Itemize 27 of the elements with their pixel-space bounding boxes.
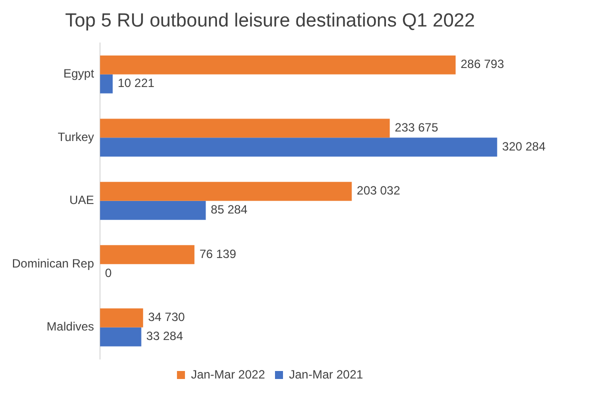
bar: [100, 74, 113, 94]
data-label: 10 221: [118, 76, 155, 90]
bar: [100, 200, 206, 220]
bar: [100, 308, 144, 328]
data-label: 33 284: [146, 329, 184, 344]
legend-label: Jan-Mar 2022: [190, 367, 266, 382]
bar: [100, 182, 352, 201]
data-label: 0: [105, 266, 112, 280]
bar: [100, 55, 456, 74]
bar: [100, 118, 390, 138]
data-label: 320 284: [502, 139, 546, 154]
data-label: 233 675: [394, 120, 438, 134]
bar: [100, 245, 194, 264]
data-label: 34 730: [148, 310, 186, 324]
chart-title: Top 5 RU outbound leisure destinations Q1 2022: [65, 10, 475, 32]
data-label: 85 284: [210, 202, 248, 217]
y-tick-label: Maldives: [46, 320, 94, 334]
data-label: 76 139: [199, 246, 236, 261]
data-label: 203 032: [356, 184, 400, 198]
bar: [100, 138, 498, 157]
bar: [100, 327, 142, 346]
data-label: 286 793: [460, 57, 504, 72]
y-tick-label: Turkey: [58, 130, 94, 144]
legend-label: Jan-Mar 2021: [289, 367, 364, 382]
y-tick-label: Dominican Rep: [12, 256, 94, 270]
y-tick-label: UAE: [69, 193, 94, 208]
y-tick-label: Egypt: [63, 66, 95, 81]
